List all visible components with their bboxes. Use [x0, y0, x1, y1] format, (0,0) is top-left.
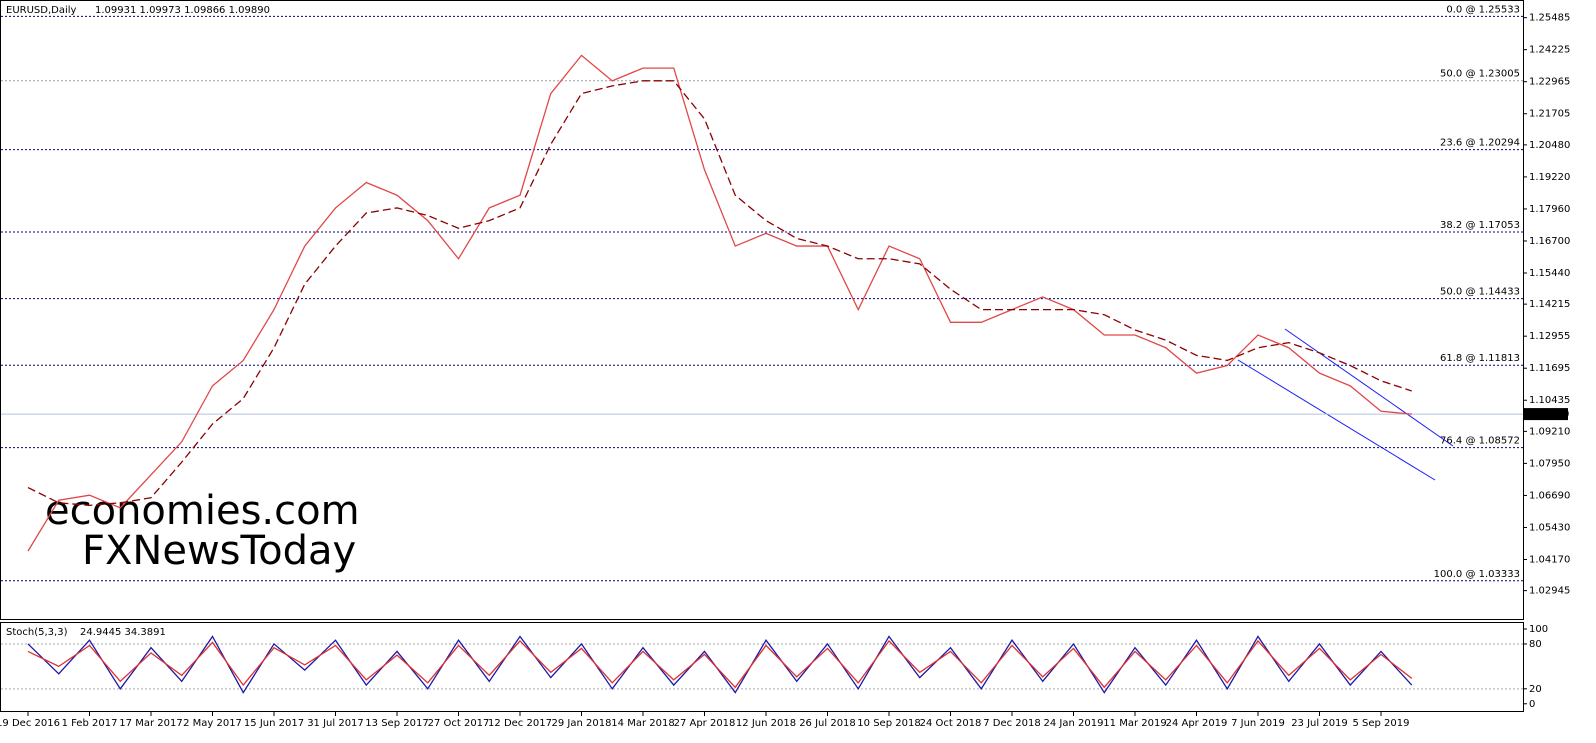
x-tick-label: 14 Mar 2018 — [611, 718, 674, 729]
x-tick-label: 24 Oct 2018 — [920, 718, 982, 729]
fib-label: 50.0 @ 1.14433 — [1440, 287, 1520, 298]
x-tick-label: 11 Mar 2019 — [1103, 718, 1166, 729]
y-tick-label: 1.19220 — [1529, 172, 1570, 183]
x-tick-label: 12 Jun 2018 — [736, 718, 796, 729]
y-tick-label: 1.12955 — [1529, 331, 1570, 342]
x-tick-label: 15 Jun 2017 — [244, 718, 304, 729]
y-tick-label: 1.11695 — [1529, 363, 1570, 374]
y-tick-label: 1.15440 — [1529, 268, 1570, 279]
y-tick-label: 0 — [1529, 699, 1535, 710]
x-tick-label: 27 Apr 2018 — [674, 718, 736, 729]
chart-title: EURUSD,Daily — [6, 5, 77, 16]
stoch-title: Stoch(5,3,3) — [6, 627, 68, 638]
fib-label: 100.0 @ 1.03333 — [1434, 569, 1520, 580]
x-tick-label: 13 Sep 2017 — [365, 718, 428, 729]
y-tick-label: 1.20480 — [1529, 140, 1570, 151]
y-tick-label: 1.16700 — [1529, 236, 1570, 247]
y-tick-label: 1.14215 — [1529, 299, 1570, 310]
fib-label: 23.6 @ 1.20294 — [1440, 138, 1520, 149]
y-tick-label: 1.05430 — [1529, 522, 1570, 533]
fib-label: 0.0 @ 1.25533 — [1446, 4, 1520, 15]
x-tick-label: 2 May 2017 — [183, 718, 242, 729]
stoch-panel — [0, 622, 1524, 712]
x-tick-label: 1 Feb 2017 — [62, 718, 118, 729]
series-line — [27, 639, 1413, 689]
chart-subtitle: 1.09931 1.09973 1.09866 1.09890 — [95, 5, 270, 16]
x-tick-label: 7 Dec 2018 — [983, 718, 1041, 729]
x-tick-label: 26 Jul 2018 — [799, 718, 856, 729]
watermark: FXNewsToday — [82, 528, 356, 574]
fib-label: 61.8 @ 1.11813 — [1440, 353, 1520, 364]
y-tick-label: 1.07950 — [1529, 458, 1570, 469]
y-tick-label: 1.25485 — [1529, 13, 1570, 24]
y-tick-label: 1.24225 — [1529, 45, 1570, 56]
y-tick-label: 1.04170 — [1529, 554, 1570, 565]
x-tick-label: 24 Apr 2019 — [1166, 718, 1228, 729]
x-tick-label: 10 Sep 2018 — [857, 718, 920, 729]
x-tick-label: 5 Sep 2019 — [1352, 718, 1409, 729]
fib-label: 50.0 @ 1.23005 — [1440, 69, 1520, 80]
stoch-subtitle: 24.9445 34.3891 — [80, 627, 166, 638]
y-tick-label: 1.09210 — [1529, 426, 1570, 437]
y-tick-label: 1.22965 — [1529, 77, 1570, 88]
y-tick-label: 1.17960 — [1529, 204, 1570, 215]
x-tick-label: 19 Dec 2016 — [0, 718, 60, 729]
series-line — [27, 54, 1412, 552]
y-tick-label: 100 — [1529, 624, 1548, 635]
watermark: economies.com — [45, 488, 360, 534]
y-tick-label: 20 — [1529, 684, 1542, 695]
y-tick-label: 1.21705 — [1529, 109, 1570, 120]
series-line — [27, 80, 1412, 507]
current-price-label: 1.09890 — [1528, 409, 1569, 420]
x-tick-label: 7 Jun 2019 — [1231, 718, 1285, 729]
y-tick-label: 80 — [1529, 639, 1542, 650]
x-tick-label: 24 Jan 2019 — [1044, 718, 1104, 729]
fib-label: 38.2 @ 1.17053 — [1440, 220, 1520, 231]
x-tick-label: 29 Jan 2018 — [552, 718, 612, 729]
channel-upper — [1284, 328, 1454, 447]
x-tick-label: 27 Oct 2017 — [428, 718, 490, 729]
x-tick-label: 17 Mar 2017 — [119, 718, 182, 729]
current-price-box — [1524, 408, 1568, 421]
x-tick-label: 31 Jul 2017 — [307, 718, 364, 729]
y-tick-label: 1.06690 — [1529, 490, 1570, 501]
y-tick-label: 1.02945 — [1529, 586, 1570, 597]
y-tick-label: 1.10435 — [1529, 395, 1570, 406]
fib-label: 76.4 @ 1.08572 — [1440, 436, 1520, 447]
x-tick-label: 12 Dec 2017 — [488, 718, 552, 729]
price-panel — [0, 0, 1524, 620]
channel-lower — [1237, 359, 1436, 481]
x-tick-label: 23 Jul 2019 — [1291, 718, 1348, 729]
